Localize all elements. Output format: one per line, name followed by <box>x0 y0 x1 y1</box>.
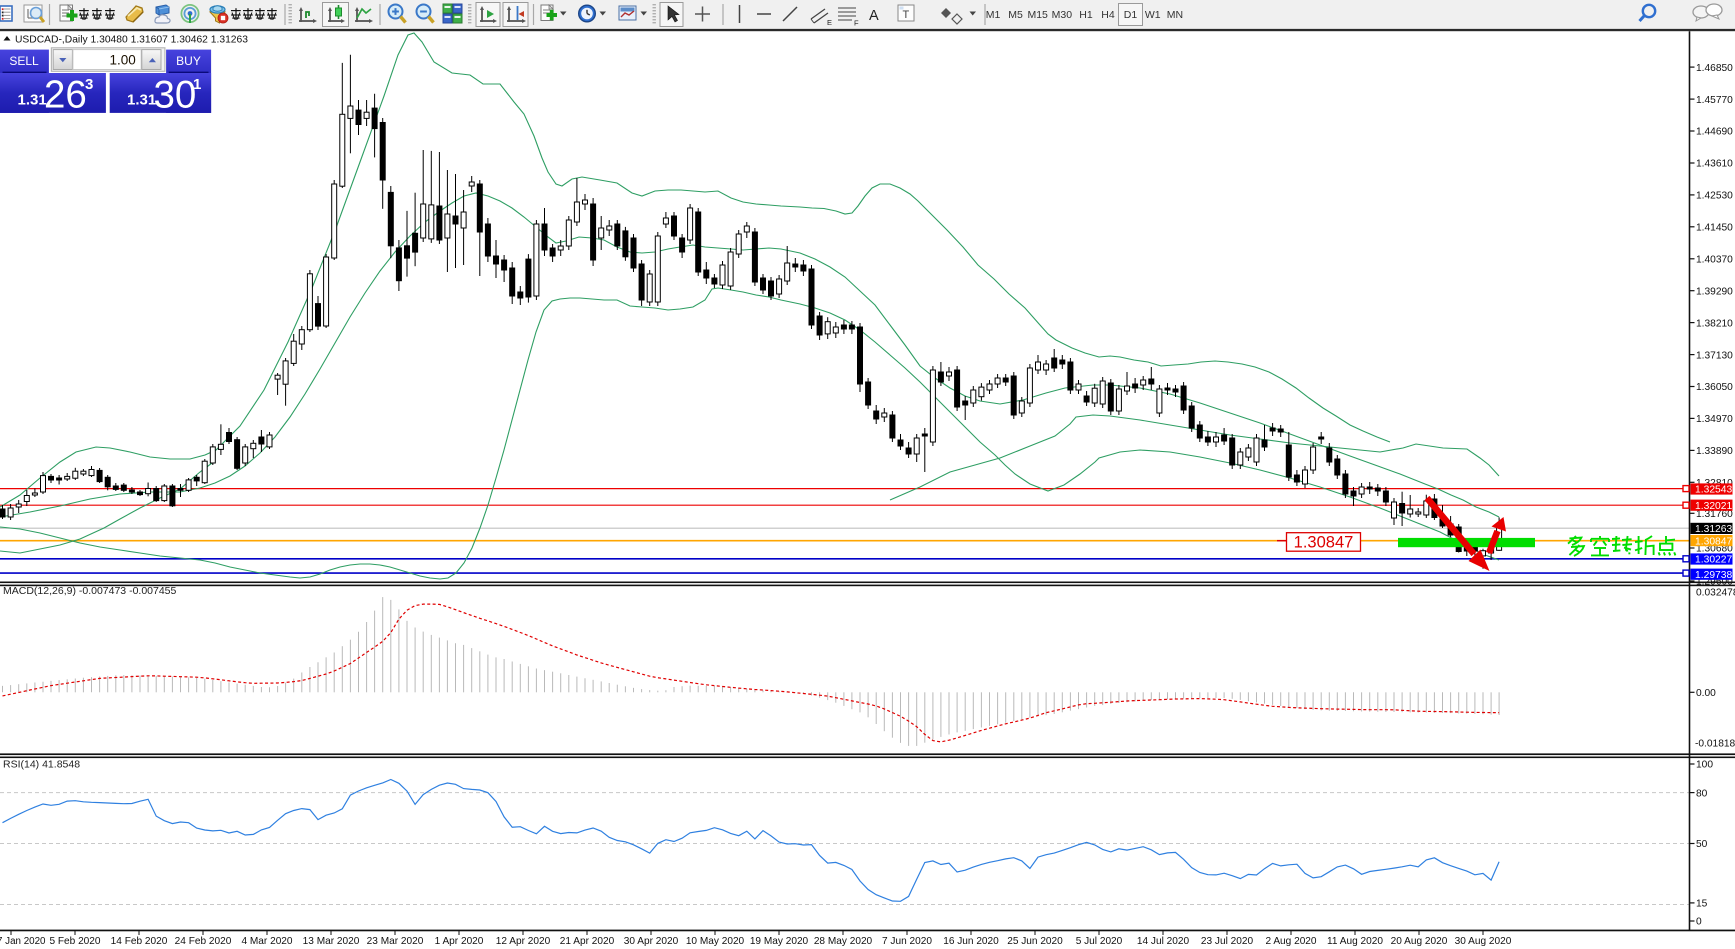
svg-text:23 Mar 2020: 23 Mar 2020 <box>367 936 424 947</box>
svg-text:7 Jun 2020: 7 Jun 2020 <box>882 936 932 947</box>
svg-text:MN: MN <box>1167 9 1183 21</box>
svg-text:SELL: SELL <box>9 54 39 68</box>
svg-text:1.29600: 1.29600 <box>1696 577 1733 588</box>
svg-text:1 Apr 2020: 1 Apr 2020 <box>435 936 484 947</box>
svg-text:1.46850: 1.46850 <box>1696 63 1733 74</box>
svg-text:H4: H4 <box>1101 9 1115 21</box>
svg-text:1.37130: 1.37130 <box>1696 350 1733 361</box>
svg-text:1: 1 <box>193 76 201 93</box>
svg-text:1.44690: 1.44690 <box>1696 127 1733 138</box>
svg-text:1.41450: 1.41450 <box>1696 223 1733 234</box>
svg-text:12 Apr 2020: 12 Apr 2020 <box>496 936 551 947</box>
svg-text:80: 80 <box>1696 788 1708 799</box>
svg-text:-0.018182: -0.018182 <box>1695 739 1735 750</box>
svg-text:13 Mar 2020: 13 Mar 2020 <box>303 936 360 947</box>
svg-text:1.31760: 1.31760 <box>1696 509 1733 520</box>
svg-text:1.30227: 1.30227 <box>1695 555 1732 566</box>
svg-text:24 Feb 2020: 24 Feb 2020 <box>175 936 232 947</box>
svg-text:E: E <box>827 18 832 27</box>
svg-text:30: 30 <box>154 74 197 117</box>
svg-text:15: 15 <box>1696 899 1708 910</box>
svg-text:RSI(14) 41.8548: RSI(14) 41.8548 <box>3 759 80 771</box>
svg-text:5 Feb 2020: 5 Feb 2020 <box>49 936 100 947</box>
svg-text:1.31: 1.31 <box>18 92 47 109</box>
svg-text:D1: D1 <box>1124 9 1138 21</box>
svg-text:14 Feb 2020: 14 Feb 2020 <box>111 936 168 947</box>
svg-text:M15: M15 <box>1027 9 1048 21</box>
svg-text:16 Jun 2020: 16 Jun 2020 <box>943 936 999 947</box>
svg-text:3: 3 <box>85 76 93 93</box>
svg-text:10 May 2020: 10 May 2020 <box>686 936 745 947</box>
svg-text:7 Jan 2020: 7 Jan 2020 <box>0 936 46 947</box>
svg-text:1.29738: 1.29738 <box>1695 570 1732 581</box>
svg-text:0.00: 0.00 <box>1696 688 1716 699</box>
svg-text:1.42530: 1.42530 <box>1696 191 1733 202</box>
svg-text:1.31: 1.31 <box>127 92 156 109</box>
svg-text:1.38210: 1.38210 <box>1696 318 1733 329</box>
svg-text:1.32543: 1.32543 <box>1695 485 1732 496</box>
svg-text:28 May 2020: 28 May 2020 <box>814 936 873 947</box>
svg-text:M5: M5 <box>1008 9 1023 21</box>
svg-text:BUY: BUY <box>176 54 201 68</box>
svg-text:H1: H1 <box>1079 9 1093 21</box>
svg-text:1.34970: 1.34970 <box>1696 414 1733 425</box>
svg-text:M1: M1 <box>986 9 1001 21</box>
svg-text:11 Aug 2020: 11 Aug 2020 <box>1327 936 1383 947</box>
svg-text:50: 50 <box>1696 839 1708 850</box>
svg-text:100: 100 <box>1696 760 1713 771</box>
svg-text:1.30847: 1.30847 <box>1294 533 1354 551</box>
svg-text:1.39290: 1.39290 <box>1696 286 1733 297</box>
svg-text:W1: W1 <box>1145 9 1161 21</box>
svg-text:20 Aug 2020: 20 Aug 2020 <box>1391 936 1448 947</box>
svg-text:A: A <box>869 8 879 24</box>
svg-text:F: F <box>854 19 859 28</box>
svg-text:1.40370: 1.40370 <box>1696 255 1733 266</box>
svg-text:19 May 2020: 19 May 2020 <box>750 936 809 947</box>
svg-text:30 Aug 2020: 30 Aug 2020 <box>1455 936 1512 947</box>
svg-text:1.00: 1.00 <box>110 52 136 67</box>
svg-text:USDCAD-,Daily 1.30480 1.31607: USDCAD-,Daily 1.30480 1.31607 1.30462 1.… <box>15 35 248 46</box>
svg-text:1.32021: 1.32021 <box>1695 501 1732 512</box>
svg-text:4 Mar 2020: 4 Mar 2020 <box>241 936 292 947</box>
svg-text:21 Apr 2020: 21 Apr 2020 <box>560 936 615 947</box>
svg-text:1.30680: 1.30680 <box>1696 544 1733 555</box>
svg-text:0.032478: 0.032478 <box>1696 588 1735 599</box>
svg-text:30 Apr 2020: 30 Apr 2020 <box>624 936 679 947</box>
svg-text:MACD(12,26,9) -0.007473 -0.007: MACD(12,26,9) -0.007473 -0.007455 <box>3 585 177 597</box>
svg-text:23 Jul 2020: 23 Jul 2020 <box>1201 936 1254 947</box>
svg-text:M30: M30 <box>1052 9 1073 21</box>
svg-text:26: 26 <box>44 74 87 117</box>
svg-text:5 Jul 2020: 5 Jul 2020 <box>1076 936 1123 947</box>
svg-text:14 Jul 2020: 14 Jul 2020 <box>1137 936 1190 947</box>
svg-text:25 Jun 2020: 25 Jun 2020 <box>1007 936 1063 947</box>
svg-text:1.45770: 1.45770 <box>1696 95 1733 106</box>
svg-text:1.43610: 1.43610 <box>1696 159 1733 170</box>
svg-text:2 Aug 2020: 2 Aug 2020 <box>1265 936 1316 947</box>
svg-text:1.33890: 1.33890 <box>1696 446 1733 457</box>
svg-text:0: 0 <box>1696 917 1702 928</box>
svg-text:T: T <box>903 9 910 21</box>
svg-text:1.36050: 1.36050 <box>1696 382 1733 393</box>
svg-text:1.31263: 1.31263 <box>1695 524 1732 535</box>
svg-text:1.30847: 1.30847 <box>1695 536 1732 547</box>
